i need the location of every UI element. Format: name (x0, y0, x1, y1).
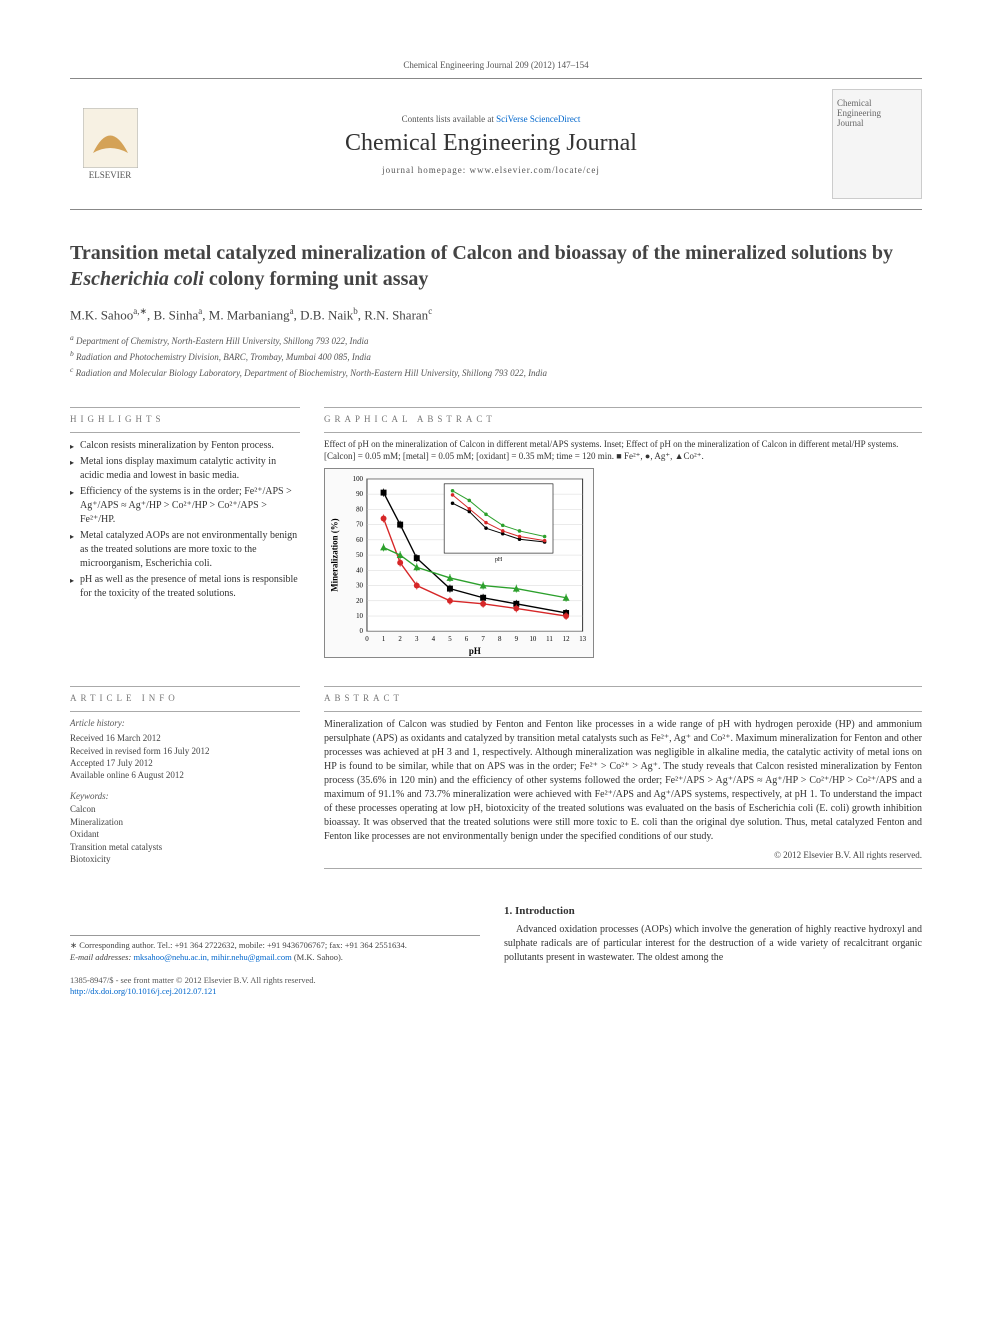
svg-text:7: 7 (481, 637, 485, 644)
email-link[interactable]: mksahoo@nehu.ac.in, mihir.nehu@gmail.com (133, 952, 291, 962)
publisher-block: ELSEVIER (70, 108, 150, 180)
corr-text: ∗ Corresponding author. Tel.: +91 364 27… (70, 940, 480, 951)
highlights-column: HIGHLIGHTS Calcon resists mineralization… (70, 399, 300, 658)
email-owner: (M.K. Sahoo). (292, 952, 343, 962)
highlight-item: Metal ions display maximum catalytic act… (70, 455, 300, 483)
svg-text:Mineralization (%): Mineralization (%) (329, 519, 339, 592)
abstract-copyright: © 2012 Elsevier B.V. All rights reserved… (324, 850, 922, 860)
corresponding-note: ∗ Corresponding author. Tel.: +91 364 27… (70, 935, 480, 962)
history-list: Received 16 March 2012Received in revise… (70, 732, 300, 781)
author-list: M.K. Sahooa,∗, B. Sinhaa, M. Marbanianga… (70, 306, 922, 323)
svg-text:100: 100 (353, 476, 364, 483)
svg-text:0: 0 (360, 629, 364, 636)
svg-text:30: 30 (356, 583, 363, 590)
intro-text: Advanced oxidation processes (AOPs) whic… (504, 923, 922, 965)
svg-text:pH: pH (469, 647, 481, 657)
svg-text:50: 50 (356, 553, 363, 560)
contents-line: Contents lists available at SciVerse Sci… (150, 114, 832, 124)
running-head: Chemical Engineering Journal 209 (2012) … (70, 60, 922, 70)
svg-text:5: 5 (448, 637, 452, 644)
footer-copyright: 1385-8947/$ - see front matter © 2012 El… (70, 975, 480, 986)
journal-title: Chemical Engineering Journal (150, 130, 832, 157)
history-item: Received in revised form 16 July 2012 (70, 745, 300, 757)
corresponding-block: ∗ Corresponding author. Tel.: +91 364 27… (70, 905, 480, 996)
svg-text:20: 20 (356, 598, 363, 605)
keywords-list: CalconMineralizationOxidantTransition me… (70, 803, 300, 866)
history-item: Available online 6 August 2012 (70, 769, 300, 781)
svg-text:4: 4 (432, 637, 436, 644)
articleinfo-label: ARTICLE INFO (70, 693, 300, 703)
cover-line: Chemical (837, 98, 917, 108)
homepage-url: www.elsevier.com/locate/cej (470, 165, 600, 175)
footer: 1385-8947/$ - see front matter © 2012 El… (70, 975, 480, 997)
cover-line: Engineering (837, 108, 917, 118)
article-info-column: ARTICLE INFO Article history: Received 1… (70, 678, 300, 875)
svg-text:6: 6 (465, 637, 469, 644)
keyword-item: Biotoxicity (70, 853, 300, 866)
keyword-item: Transition metal catalysts (70, 841, 300, 854)
homepage-line: journal homepage: www.elsevier.com/locat… (150, 165, 832, 175)
keyword-item: Calcon (70, 803, 300, 816)
svg-text:70: 70 (356, 522, 363, 529)
graphical-abstract-column: GRAPHICAL ABSTRACT Effect of pH on the m… (324, 399, 922, 658)
corr-emails: E-mail addresses: mksahoo@nehu.ac.in, mi… (70, 952, 480, 963)
doi-link[interactable]: http://dx.doi.org/10.1016/j.cej.2012.07.… (70, 986, 216, 996)
svg-text:1: 1 (382, 637, 386, 644)
svg-text:11: 11 (546, 637, 553, 644)
email-label: E-mail addresses: (70, 952, 133, 962)
intro-row: ∗ Corresponding author. Tel.: +91 364 27… (70, 905, 922, 996)
header-center: Contents lists available at SciVerse Sci… (150, 114, 832, 175)
keywords-label: Keywords: (70, 791, 300, 801)
elsevier-logo-icon (83, 108, 138, 168)
highlight-item: pH as well as the presence of metal ions… (70, 573, 300, 601)
footer-doi: http://dx.doi.org/10.1016/j.cej.2012.07.… (70, 986, 480, 997)
svg-text:0: 0 (365, 637, 369, 644)
svg-text:8: 8 (498, 637, 502, 644)
svg-text:60: 60 (356, 537, 363, 544)
page: Chemical Engineering Journal 209 (2012) … (0, 0, 992, 1037)
svg-text:13: 13 (579, 637, 586, 644)
history-item: Received 16 March 2012 (70, 732, 300, 744)
journal-cover: Chemical Engineering Journal (832, 89, 922, 199)
info-abstract-row: ARTICLE INFO Article history: Received 1… (70, 678, 922, 875)
sciencedirect-link[interactable]: SciVerse ScienceDirect (496, 114, 580, 124)
article-title: Transition metal catalyzed mineralizatio… (70, 240, 922, 292)
abstract-label: ABSTRACT (324, 693, 922, 703)
graphabs-caption: Effect of pH on the mineralization of Ca… (324, 439, 922, 462)
highlights-list: Calcon resists mineralization by Fenton … (70, 439, 300, 601)
svg-text:3: 3 (415, 637, 419, 644)
svg-text:9: 9 (515, 637, 519, 644)
svg-text:80: 80 (356, 507, 363, 514)
highlight-item: Efficiency of the systems is in the orde… (70, 485, 300, 527)
svg-text:2: 2 (398, 637, 402, 644)
keyword-item: Oxidant (70, 828, 300, 841)
svg-text:10: 10 (529, 637, 536, 644)
highlights-graphabs-row: HIGHLIGHTS Calcon resists mineralization… (70, 399, 922, 658)
highlight-item: Metal catalyzed AOPs are not environment… (70, 529, 300, 571)
abstract-text: Mineralization of Calcon was studied by … (324, 718, 922, 844)
cover-line: Journal (837, 118, 917, 128)
affiliations: a Department of Chemistry, North-Eastern… (70, 333, 922, 379)
abstract-column: ABSTRACT Mineralization of Calcon was st… (324, 678, 922, 875)
keyword-item: Mineralization (70, 816, 300, 829)
journal-header: ELSEVIER Contents lists available at Sci… (70, 78, 922, 210)
introduction-column: 1. Introduction Advanced oxidation proce… (504, 905, 922, 996)
svg-text:12: 12 (563, 637, 570, 644)
svg-text:10: 10 (356, 613, 363, 620)
svg-text:40: 40 (356, 568, 363, 575)
publisher-name: ELSEVIER (89, 170, 132, 180)
history-item: Accepted 17 July 2012 (70, 757, 300, 769)
svg-text:90: 90 (356, 492, 363, 499)
graphabs-label: GRAPHICAL ABSTRACT (324, 414, 922, 424)
title-text: Transition metal catalyzed mineralizatio… (70, 242, 893, 290)
graphabs-chart: 0102030405060708090100012345678910111213… (324, 468, 594, 658)
contents-text: Contents lists available at (402, 114, 496, 124)
homepage-label: journal homepage: (382, 165, 469, 175)
intro-heading: 1. Introduction (504, 905, 922, 917)
history-label: Article history: (70, 718, 300, 728)
highlight-item: Calcon resists mineralization by Fenton … (70, 439, 300, 453)
highlights-label: HIGHLIGHTS (70, 414, 300, 424)
svg-text:pH: pH (495, 558, 503, 564)
